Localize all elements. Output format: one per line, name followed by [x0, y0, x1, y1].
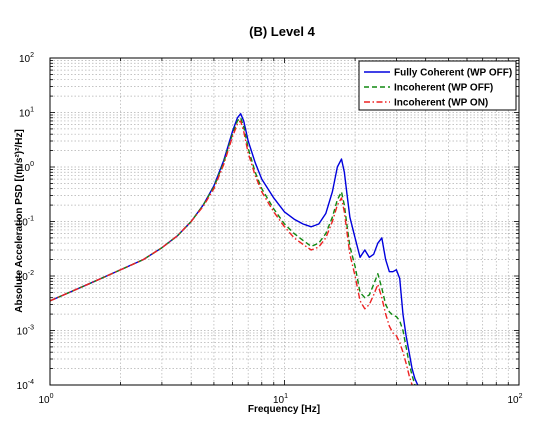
x-tick-label: 100 — [38, 393, 53, 406]
x-tick-base: 10 — [38, 395, 50, 406]
series-group — [50, 113, 419, 385]
axis-ticks — [49, 58, 519, 386]
y-tick-label: 10-2 — [17, 270, 34, 283]
y-tick-base: 10 — [19, 109, 31, 120]
y-tick-base: 10 — [17, 327, 29, 338]
y-tick-exponent: -1 — [28, 216, 34, 223]
x-tick-label: 101 — [273, 393, 288, 406]
y-tick-label: 10-3 — [17, 325, 34, 338]
y-tick-base: 10 — [19, 54, 31, 65]
series-line-3 — [50, 120, 413, 385]
x-tick-label: 102 — [507, 393, 522, 406]
x-tick-exponent: 2 — [519, 393, 523, 400]
y-tick-base: 10 — [19, 163, 31, 174]
x-tick-labels: 100 101 102 — [38, 393, 522, 406]
y-tick-exponent: 2 — [30, 52, 34, 59]
grid — [50, 58, 519, 385]
y-tick-base: 10 — [17, 218, 29, 229]
x-tick-exponent: 1 — [284, 393, 288, 400]
legend: Fully Coherent (WP OFF) Incoherent (WP OF… — [358, 60, 517, 111]
x-tick-base: 10 — [273, 395, 285, 406]
y-tick-exponent: 1 — [30, 107, 34, 114]
series-line-1 — [50, 113, 419, 385]
legend-label-1: Fully Coherent (WP OFF) — [394, 68, 512, 79]
x-axis-label: Frequency [Hz] — [248, 404, 320, 415]
y-tick-base: 10 — [17, 272, 29, 283]
y-tick-exponent: 0 — [30, 161, 34, 168]
chart-title: (B) Level 4 — [249, 24, 316, 39]
y-tick-base: 10 — [17, 381, 29, 392]
y-tick-exponent: -3 — [28, 325, 34, 332]
y-tick-label: 10-1 — [17, 216, 34, 229]
y-tick-label: 10-4 — [17, 379, 34, 392]
x-tick-base: 10 — [507, 395, 519, 406]
series-line-2 — [50, 117, 416, 385]
legend-label-3: Incoherent (WP ON) — [394, 98, 488, 109]
y-tick-exponent: -2 — [28, 270, 34, 277]
y-tick-label: 100 — [19, 161, 34, 174]
y-tick-exponent: -4 — [28, 379, 34, 386]
y-tick-label: 102 — [19, 52, 34, 65]
x-tick-exponent: 0 — [50, 393, 54, 400]
legend-label-2: Incoherent (WP OFF) — [394, 83, 493, 94]
y-tick-label: 101 — [19, 107, 34, 120]
y-axis-label: Absolute Acceleration PSD [(m/s²)²/Hz] — [14, 129, 25, 313]
